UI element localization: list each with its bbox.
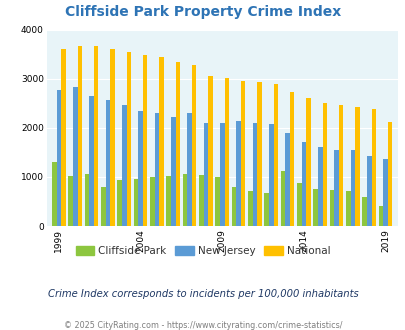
- Bar: [354, 107, 359, 226]
- Bar: [122, 105, 126, 226]
- Bar: [240, 81, 245, 226]
- Bar: [313, 189, 317, 226]
- Bar: [378, 207, 382, 226]
- Bar: [317, 147, 322, 226]
- Bar: [101, 187, 105, 226]
- Bar: [215, 178, 220, 226]
- Bar: [273, 84, 277, 226]
- Bar: [350, 150, 354, 226]
- Bar: [73, 87, 77, 226]
- Bar: [203, 123, 208, 226]
- Bar: [231, 187, 236, 226]
- Bar: [382, 159, 387, 226]
- Text: © 2025 CityRating.com - https://www.cityrating.com/crime-statistics/: © 2025 CityRating.com - https://www.city…: [64, 321, 341, 330]
- Bar: [366, 156, 371, 226]
- Bar: [280, 171, 285, 226]
- Bar: [220, 123, 224, 226]
- Bar: [110, 49, 115, 226]
- Bar: [285, 133, 289, 226]
- Bar: [224, 78, 228, 226]
- Bar: [175, 62, 180, 226]
- Bar: [138, 111, 143, 226]
- Bar: [89, 96, 94, 226]
- Bar: [117, 181, 121, 226]
- Bar: [345, 191, 350, 226]
- Bar: [329, 190, 333, 226]
- Bar: [247, 191, 252, 226]
- Bar: [154, 113, 159, 226]
- Bar: [126, 52, 131, 226]
- Bar: [187, 113, 192, 226]
- Bar: [182, 174, 187, 226]
- Bar: [333, 150, 338, 226]
- Bar: [269, 124, 273, 226]
- Bar: [61, 49, 66, 226]
- Bar: [198, 175, 203, 226]
- Bar: [305, 98, 310, 226]
- Bar: [52, 162, 57, 226]
- Bar: [387, 122, 392, 226]
- Bar: [362, 197, 366, 226]
- Bar: [301, 142, 305, 226]
- Bar: [68, 176, 73, 226]
- Bar: [105, 100, 110, 226]
- Bar: [338, 105, 343, 226]
- Bar: [77, 47, 82, 226]
- Bar: [264, 193, 269, 226]
- Bar: [371, 109, 375, 226]
- Bar: [236, 120, 240, 226]
- Bar: [166, 176, 171, 226]
- Bar: [252, 123, 257, 226]
- Bar: [150, 178, 154, 226]
- Legend: Cliffside Park, New Jersey, National: Cliffside Park, New Jersey, National: [71, 242, 334, 260]
- Bar: [257, 82, 261, 226]
- Bar: [85, 174, 89, 226]
- Bar: [171, 117, 175, 226]
- Bar: [289, 91, 294, 226]
- Text: Crime Index corresponds to incidents per 100,000 inhabitants: Crime Index corresponds to incidents per…: [47, 289, 358, 299]
- Bar: [192, 65, 196, 226]
- Text: Cliffside Park Property Crime Index: Cliffside Park Property Crime Index: [65, 5, 340, 19]
- Bar: [143, 55, 147, 226]
- Bar: [322, 103, 326, 226]
- Bar: [57, 89, 61, 226]
- Bar: [296, 183, 301, 226]
- Bar: [94, 46, 98, 226]
- Bar: [208, 76, 212, 226]
- Bar: [159, 57, 163, 226]
- Bar: [133, 179, 138, 226]
